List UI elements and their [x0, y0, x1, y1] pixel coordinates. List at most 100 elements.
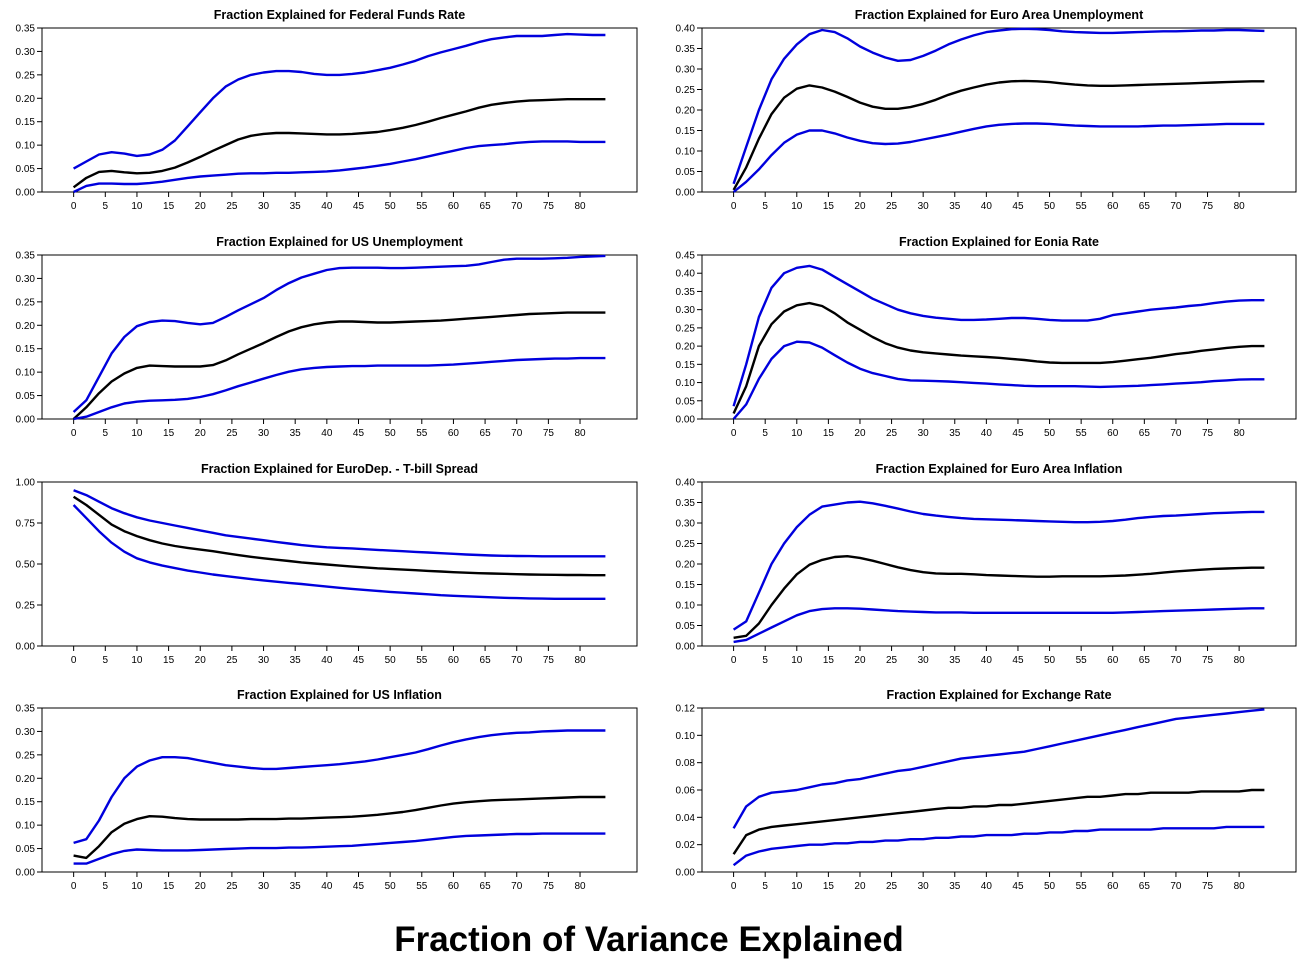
x-tick-label: 40: [321, 655, 333, 666]
y-tick-label: 0.10: [676, 601, 696, 612]
x-tick-label: 30: [258, 201, 270, 212]
x-tick-label: 50: [1044, 428, 1056, 439]
y-tick-label: 0.20: [676, 342, 696, 353]
x-tick-label: 65: [1139, 428, 1151, 439]
x-tick-label: 65: [480, 201, 492, 212]
x-tick-label: 60: [448, 428, 460, 439]
x-tick-label: 15: [823, 201, 835, 212]
x-tick-label: 60: [448, 655, 460, 666]
x-tick-label: 10: [131, 201, 143, 212]
x-tick-label: 60: [448, 201, 460, 212]
y-tick-label: 0.35: [16, 24, 36, 35]
panel-title: Fraction Explained for Euro Area Inflati…: [876, 462, 1123, 476]
y-tick-label: 0.05: [16, 391, 36, 402]
x-tick-label: 35: [290, 428, 302, 439]
series-line-upper: [73, 32, 606, 170]
x-tick-label: 60: [448, 881, 460, 892]
x-tick-label: 5: [762, 201, 768, 212]
x-tick-label: 80: [1234, 428, 1246, 439]
x-tick-label: 10: [131, 655, 143, 666]
series-line-lower: [732, 825, 1265, 867]
chart-panel-7: Fraction Explained for US Inflation 0.00 0…: [16, 688, 638, 892]
y-tick-label: 0.20: [676, 106, 696, 117]
x-tick-label: 45: [1012, 881, 1024, 892]
x-tick-label: 0: [71, 201, 77, 212]
x-tick-label: 0: [731, 881, 737, 892]
y-tick-label: 0.25: [16, 601, 36, 612]
y-tick-label: 0.25: [16, 297, 36, 308]
x-tick-label: 40: [321, 428, 333, 439]
x-tick-label: 65: [480, 655, 492, 666]
series-line-point: [72, 311, 606, 420]
plot-frame: [41, 27, 638, 193]
y-tick-label: 0.40: [676, 269, 696, 280]
x-tick-label: 75: [1202, 201, 1214, 212]
y-tick-label: 0.35: [676, 498, 696, 509]
x-tick-label: 35: [949, 881, 961, 892]
x-tick-label: 60: [1107, 201, 1119, 212]
plot-frame: [41, 481, 638, 647]
y-tick-label: 0.15: [16, 344, 36, 355]
chart-panel-2: Fraction Explained for Euro Area Unemplo…: [676, 8, 1297, 212]
series-line-point: [72, 495, 606, 577]
x-tick-label: 35: [949, 428, 961, 439]
series-line-point: [73, 795, 606, 860]
x-tick-label: 45: [1012, 428, 1024, 439]
x-tick-label: 40: [981, 881, 993, 892]
plot-frame: [701, 481, 1297, 647]
x-tick-label: 5: [762, 655, 768, 666]
y-tick-label: 0.10: [676, 147, 696, 158]
panel-title: Fraction Explained for EuroDep. - T-bill…: [201, 462, 478, 476]
x-tick-label: 5: [103, 881, 109, 892]
y-tick-label: 0.10: [16, 141, 36, 152]
y-tick-label: 0.15: [676, 126, 696, 137]
x-tick-label: 35: [290, 201, 302, 212]
x-tick-label: 25: [886, 428, 898, 439]
x-tick-label: 55: [1076, 428, 1088, 439]
x-tick-label: 25: [886, 881, 898, 892]
x-tick-label: 75: [543, 655, 555, 666]
x-tick-label: 70: [511, 201, 523, 212]
chart-panel-8: Fraction Explained for Exchange Rate 0.00…: [676, 688, 1297, 892]
x-tick-label: 45: [1012, 201, 1024, 212]
x-tick-label: 40: [981, 428, 993, 439]
y-tick-label: 0.15: [676, 580, 696, 591]
x-tick-label: 50: [385, 428, 397, 439]
y-tick-label: 0.00: [676, 188, 696, 199]
x-tick-label: 45: [353, 428, 365, 439]
x-tick-label: 25: [886, 655, 898, 666]
x-tick-label: 50: [385, 655, 397, 666]
x-tick-label: 45: [353, 201, 365, 212]
series-line-lower: [733, 607, 1265, 644]
x-tick-label: 75: [1202, 881, 1214, 892]
x-tick-label: 20: [854, 201, 866, 212]
x-tick-label: 75: [543, 428, 555, 439]
x-tick-label: 70: [511, 881, 523, 892]
x-tick-label: 5: [103, 428, 109, 439]
y-tick-label: 0.00: [16, 868, 36, 879]
x-tick-label: 40: [321, 201, 333, 212]
y-tick-label: 0.45: [676, 251, 696, 262]
x-tick-label: 15: [163, 655, 175, 666]
x-tick-label: 65: [480, 881, 492, 892]
series-line-point: [72, 97, 606, 189]
x-tick-label: 60: [1107, 428, 1119, 439]
y-tick-label: 0.30: [16, 727, 36, 738]
plot-frame: [41, 254, 638, 420]
series-line-upper: [732, 27, 1265, 185]
x-tick-label: 40: [321, 881, 333, 892]
x-tick-label: 20: [195, 428, 207, 439]
x-tick-label: 55: [1076, 655, 1088, 666]
x-tick-label: 10: [131, 881, 143, 892]
series-line-upper: [72, 254, 606, 413]
x-tick-label: 55: [1076, 201, 1088, 212]
x-tick-label: 25: [886, 201, 898, 212]
y-tick-label: 0.10: [676, 378, 696, 389]
x-tick-label: 50: [385, 881, 397, 892]
x-tick-label: 0: [71, 655, 77, 666]
x-tick-label: 50: [385, 201, 397, 212]
y-tick-label: 0.30: [676, 519, 696, 530]
y-tick-label: 0.20: [16, 774, 36, 785]
y-tick-label: 0.40: [676, 24, 696, 35]
y-tick-label: 0.05: [16, 844, 36, 855]
